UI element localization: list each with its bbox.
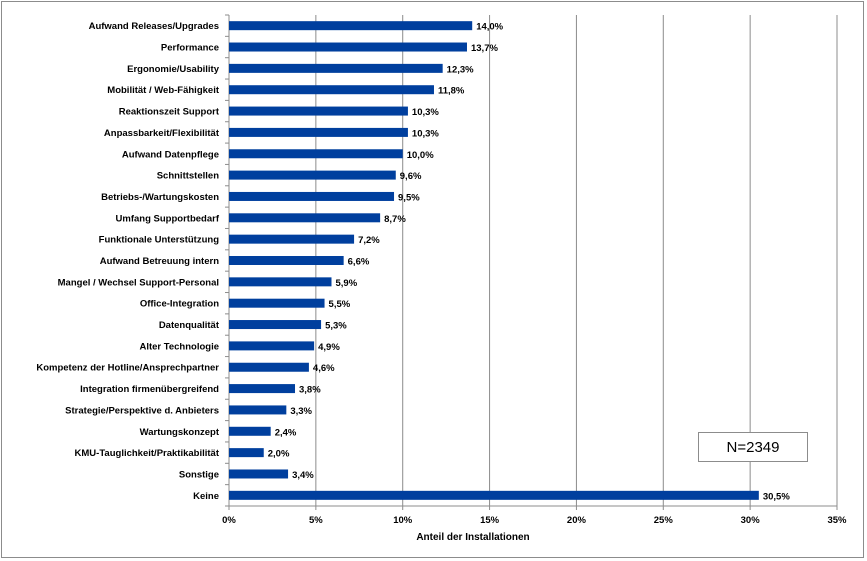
bar	[229, 191, 395, 201]
bars	[229, 21, 759, 500]
sample-size-box: N=2349	[698, 432, 808, 462]
bar	[229, 170, 396, 180]
bar	[229, 320, 322, 330]
bar	[229, 469, 289, 479]
bar	[229, 63, 443, 73]
bar	[229, 127, 408, 137]
category-label: Mangel / Wechsel Support-Personal	[58, 277, 219, 288]
value-label: 11,8%	[438, 86, 465, 97]
category-label: Anpassbarkeit/Flexibilität	[104, 128, 220, 139]
bar	[229, 213, 381, 223]
category-label: Strategie/Perspektive d. Anbieters	[65, 405, 219, 416]
category-label: Aufwand Datenpflege	[122, 149, 219, 160]
bar	[229, 490, 759, 500]
bar	[229, 384, 296, 394]
value-label: 5,5%	[329, 299, 351, 310]
x-tick-label: 25%	[654, 515, 674, 526]
bar	[229, 149, 403, 159]
bar	[229, 277, 332, 287]
value-label: 3,3%	[290, 406, 312, 417]
category-label: Reaktionszeit Support	[119, 107, 220, 118]
value-label: 10,0%	[407, 150, 434, 161]
bar	[229, 106, 408, 116]
value-label: 5,3%	[325, 321, 347, 332]
category-label: Funktionale Unterstützung	[99, 235, 220, 246]
bar	[229, 405, 287, 415]
category-label: KMU-Tauglichkeit/Praktikabilität	[75, 448, 220, 459]
x-tick-labels: 0% 5% 10% 15% 20% 25% 30% 35%	[222, 515, 847, 526]
category-label: Alter Technologie	[139, 341, 219, 352]
bar	[229, 42, 467, 52]
bar	[229, 85, 434, 95]
x-tick-label: 15%	[480, 515, 500, 526]
value-label: 14,0%	[476, 22, 503, 33]
category-label: Kompetenz der Hotline/Ansprechpartner	[36, 363, 219, 374]
bar	[229, 341, 315, 351]
category-label: Ergonomie/Usability	[127, 64, 220, 75]
bar	[229, 448, 264, 458]
value-label: 3,8%	[299, 385, 321, 396]
value-label: 12,3%	[447, 64, 474, 75]
x-axis-title: Anteil der Installationen	[416, 532, 529, 543]
x-tick-label: 10%	[393, 515, 413, 526]
category-label: Aufwand Releases/Upgrades	[89, 21, 219, 32]
bar	[229, 256, 344, 265]
category-label: Office-Integration	[140, 299, 219, 310]
category-label: Umfang Supportbedarf	[116, 213, 220, 224]
value-label: 13,7%	[471, 43, 498, 54]
value-label: 9,6%	[400, 171, 422, 182]
value-label: 9,5%	[398, 192, 420, 203]
x-tick-label: 30%	[741, 515, 761, 526]
category-labels: Aufwand Releases/Upgrades Performance Ergo…	[36, 21, 219, 502]
value-label: 2,4%	[275, 427, 297, 438]
bar	[229, 298, 325, 308]
bar	[229, 21, 473, 31]
value-label: 4,6%	[313, 363, 335, 374]
value-label: 8,7%	[384, 214, 406, 225]
gridlines	[225, 14, 838, 510]
category-label: Sonstige	[179, 469, 219, 480]
value-label: 5,9%	[335, 278, 357, 289]
category-label: Schnittstellen	[157, 171, 219, 182]
category-label: Wartungskonzept	[140, 427, 220, 438]
value-label: 2,0%	[268, 449, 290, 460]
value-label: 10,3%	[412, 107, 439, 118]
bar	[229, 362, 309, 372]
category-label: Datenqualität	[159, 320, 220, 331]
category-label: Performance	[161, 43, 219, 54]
category-label: Betriebs-/Wartungskosten	[101, 192, 219, 203]
x-tick-label: 0%	[222, 515, 236, 526]
bar	[229, 426, 271, 436]
category-label: Integration firmenübergreifend	[80, 384, 219, 395]
bar	[229, 234, 355, 244]
x-tick-label: 35%	[827, 515, 847, 526]
value-labels: 14,0% 13,7% 12,3% 11,8% 10,3% 10,3% 10,0% 9,6% 9…	[268, 22, 791, 503]
value-label: 10,3%	[412, 128, 439, 139]
value-label: 30,5%	[763, 491, 790, 502]
category-label: Keine	[193, 491, 219, 502]
value-label: 7,2%	[358, 235, 380, 246]
value-label: 6,6%	[348, 257, 370, 268]
value-label: 4,9%	[318, 342, 340, 353]
category-label: Aufwand Betreuung intern	[100, 256, 219, 267]
value-label: 3,4%	[292, 470, 314, 481]
category-label: Mobilität / Web-Fähigkeit	[107, 85, 220, 96]
x-tick-label: 5%	[309, 515, 323, 526]
x-tick-label: 20%	[567, 515, 587, 526]
